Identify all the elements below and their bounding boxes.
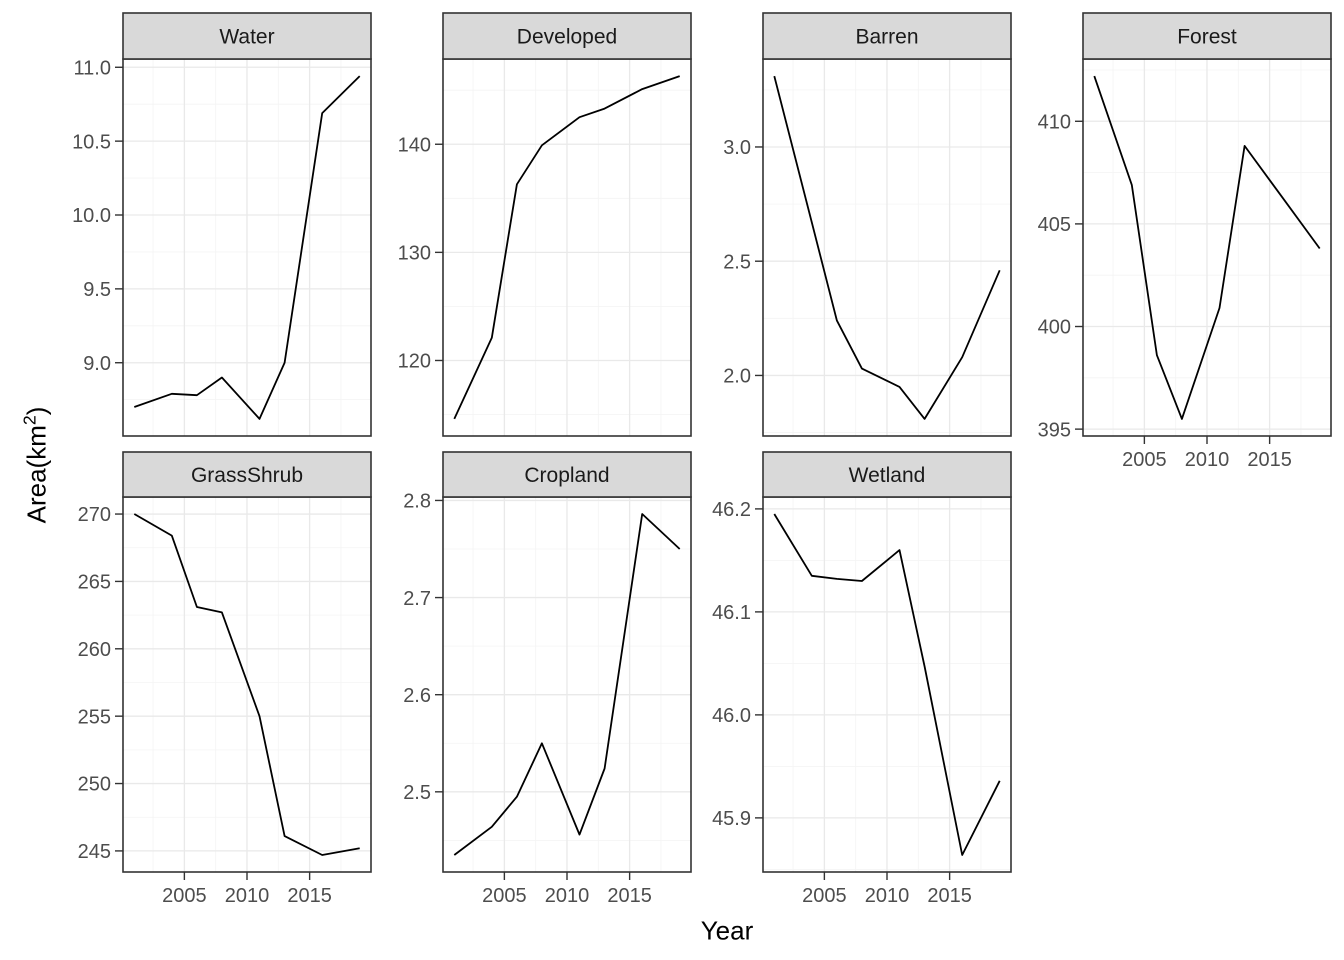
y-tick-label: 245 <box>78 841 111 863</box>
data-line-grassshrub <box>133 513 360 856</box>
y-axis-wetland: 45.9 46.0 46.1 46.2 <box>712 499 763 830</box>
y-tick-label: 10.5 <box>72 131 111 153</box>
facet-panel-barren: Barren 2.0 2.5 3.0 <box>723 12 1012 437</box>
x-axis-grassshrub: 2005 2010 2015 <box>162 872 332 907</box>
y-axis-grassshrub: 245 250 255 260 265 270 <box>78 504 123 863</box>
facet-strip-cropland <box>442 451 692 498</box>
facet-strip-forest <box>1082 12 1332 60</box>
x-tick-label: 2010 <box>1185 449 1230 471</box>
y-tick-label: 265 <box>78 572 111 594</box>
x-axis-wetland: 2005 2010 2015 <box>802 872 972 907</box>
grid-major-lines <box>443 497 691 872</box>
facet-panel-forest: Forest 395 400 405 410 2005 2010 2015 <box>1038 12 1332 471</box>
x-tick-label: 2015 <box>607 885 652 907</box>
grid-major-lines <box>123 59 371 436</box>
x-tick-label: 2010 <box>545 885 590 907</box>
y-tick-label: 2.7 <box>403 588 431 610</box>
facet-panel-developed: Developed 120 130 140 <box>398 12 692 437</box>
y-tick-label: 270 <box>78 504 111 526</box>
facet-strip-label-cropland: Cropland <box>524 464 609 487</box>
facet-panel-grassshrub: GrassShrub 245 250 255 260 265 270 2005 2010 2015 <box>78 451 372 907</box>
y-tick-label: 9.5 <box>83 279 111 301</box>
y-tick-label: 2.8 <box>403 491 431 513</box>
data-line-wetland <box>773 513 1001 856</box>
y-tick-label: 250 <box>78 774 111 796</box>
y-axis-developed: 120 130 140 <box>398 134 443 373</box>
facet-strip-label-grassshrub: GrassShrub <box>191 464 303 487</box>
y-tick-label: 130 <box>398 243 431 265</box>
facet-panel-wetland: Wetland 45.9 46.0 46.1 46.2 2005 2010 2015 <box>712 451 1012 907</box>
x-tick-label: 2015 <box>1247 449 1292 471</box>
x-tick-label: 2005 <box>802 885 847 907</box>
y-axis-title: Area(km2) <box>20 407 53 524</box>
y-axis-forest: 395 400 405 410 <box>1038 111 1083 441</box>
y-tick-label: 140 <box>398 134 431 156</box>
y-tick-label: 9.0 <box>83 353 111 375</box>
x-tick-label: 2010 <box>865 885 910 907</box>
facet-panel-water: Water 9.0 9.5 10.0 10.5 11.0 <box>72 12 372 437</box>
grid-major-lines <box>443 59 691 436</box>
y-tick-label: 410 <box>1038 111 1071 133</box>
y-axis-barren: 2.0 2.5 3.0 <box>723 137 763 388</box>
facet-strip-wetland <box>762 451 1012 498</box>
x-tick-label: 2010 <box>225 885 270 907</box>
facet-panel-cropland: Cropland 2.5 2.6 2.7 2.8 2005 2010 2015 <box>403 451 692 907</box>
y-tick-label: 10.0 <box>72 205 111 227</box>
y-axis-water: 9.0 9.5 10.0 10.5 11.0 <box>72 57 123 375</box>
y-tick-label: 120 <box>398 351 431 373</box>
x-tick-label: 2005 <box>162 885 207 907</box>
facet-strip-label-wetland: Wetland <box>849 464 926 487</box>
y-tick-label: 2.5 <box>403 782 431 804</box>
y-tick-label: 260 <box>78 639 111 661</box>
facet-strip-grassshrub <box>122 451 372 498</box>
y-axis-cropland: 2.5 2.6 2.7 2.8 <box>403 491 443 804</box>
x-axis-title: Year <box>700 915 754 946</box>
data-line-forest <box>1093 75 1321 420</box>
data-line-barren <box>773 75 1001 420</box>
y-tick-label: 45.9 <box>712 808 751 830</box>
facet-strip-label-forest: Forest <box>1177 26 1237 49</box>
y-tick-label: 46.2 <box>712 499 751 521</box>
y-tick-label: 2.0 <box>723 366 751 388</box>
y-axis-title-close-paren: ) <box>21 406 52 416</box>
y-tick-label: 46.1 <box>712 602 751 624</box>
facet-strip-label-barren: Barren <box>855 26 918 49</box>
data-line-water <box>134 75 361 420</box>
facet-strip-barren <box>762 12 1012 60</box>
facet-strip-label-developed: Developed <box>517 26 617 49</box>
facet-strip-developed <box>442 12 692 60</box>
x-tick-label: 2015 <box>927 885 972 907</box>
y-axis-title-text: Area(km <box>21 425 52 524</box>
x-axis-forest: 2005 2010 2015 <box>1122 436 1292 471</box>
y-tick-label: 2.5 <box>723 251 751 273</box>
grid-major-lines <box>123 497 371 872</box>
x-axis-cropland: 2005 2010 2015 <box>482 872 652 907</box>
data-line-developed <box>453 75 680 420</box>
facet-strip-label-water: Water <box>219 26 274 49</box>
data-line-cropland <box>453 513 681 856</box>
x-tick-label: 2005 <box>482 885 527 907</box>
y-tick-label: 3.0 <box>723 137 751 159</box>
x-tick-label: 2015 <box>287 885 332 907</box>
y-tick-label: 405 <box>1038 214 1071 236</box>
y-tick-label: 395 <box>1038 419 1071 441</box>
y-axis-title-superscript: 2 <box>19 415 40 426</box>
y-tick-label: 2.6 <box>403 685 431 707</box>
y-tick-label: 11.0 <box>74 57 111 79</box>
grid-major-lines <box>1083 59 1331 436</box>
y-tick-label: 46.0 <box>712 705 751 727</box>
y-tick-label: 255 <box>78 706 111 728</box>
grid-major-lines <box>763 59 1011 436</box>
y-tick-label: 400 <box>1038 317 1071 339</box>
facet-strip-water <box>122 12 372 60</box>
x-tick-label: 2005 <box>1122 449 1167 471</box>
